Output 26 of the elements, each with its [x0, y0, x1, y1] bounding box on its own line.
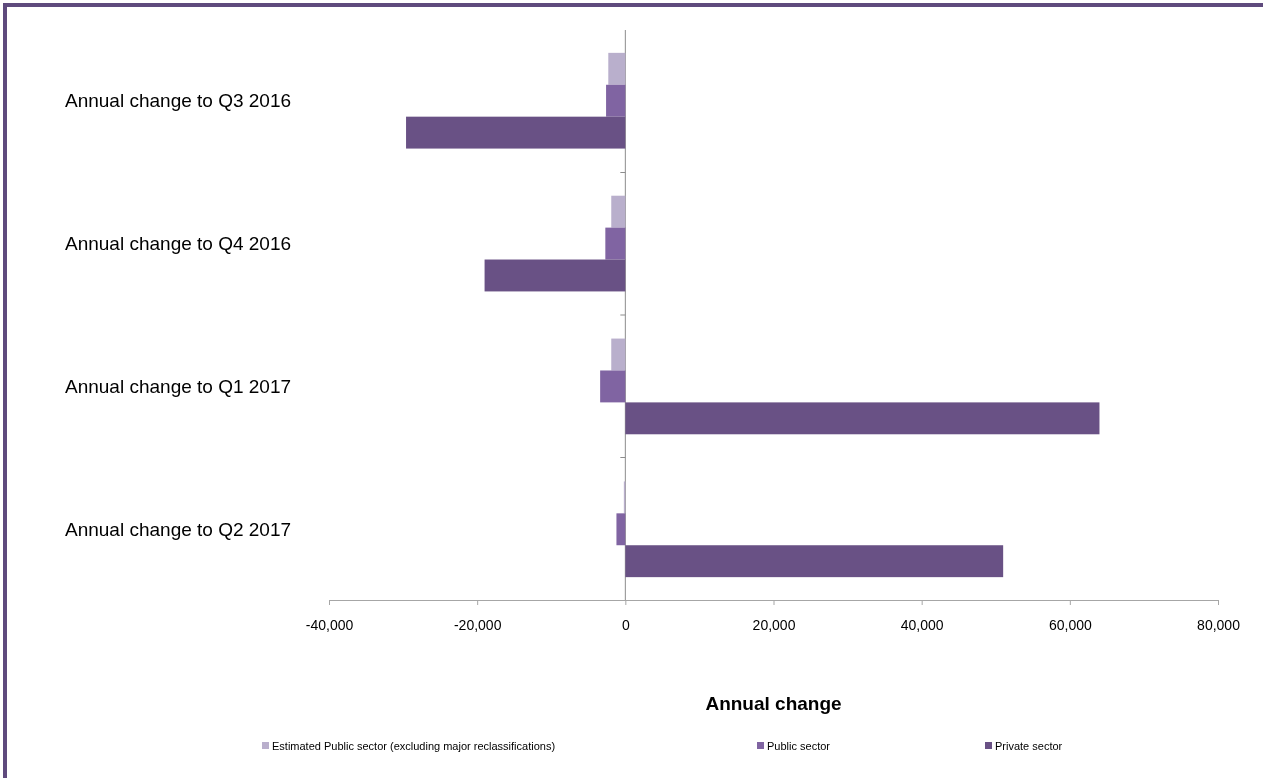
bar	[606, 84, 626, 117]
bar	[484, 259, 626, 292]
x-tick-label: 60,000	[1048, 617, 1092, 634]
x-tick-label: -40,000	[305, 617, 354, 634]
x-tick-label: -20,000	[453, 617, 502, 634]
bar	[616, 513, 626, 546]
bar	[625, 402, 1100, 435]
y-tick-label: Annual change to Q3 2016	[65, 90, 292, 112]
legend-label: Private sector	[995, 740, 1063, 752]
x-tick-label: 20,000	[752, 617, 796, 634]
x-axis-title: Annual change	[705, 693, 842, 714]
x-tick-label: 0	[621, 617, 630, 634]
y-tick-label: Annual change to Q2 2017	[65, 518, 292, 540]
bar	[611, 195, 626, 228]
y-tick-label: Annual change to Q4 2016	[65, 233, 292, 255]
legend-label: Public sector	[767, 740, 831, 752]
bar	[611, 338, 626, 371]
y-tick-label: Annual change to Q1 2017	[65, 376, 292, 398]
bar	[605, 227, 626, 260]
x-tick-label: 80,000	[1197, 617, 1241, 634]
bar	[600, 370, 626, 403]
legend-label: Estimated Public sector (excluding major reclassifications)	[272, 740, 556, 752]
bar	[406, 116, 626, 149]
bar	[608, 52, 626, 85]
x-tick-label: 40,000	[900, 617, 944, 634]
bar	[625, 545, 1004, 578]
